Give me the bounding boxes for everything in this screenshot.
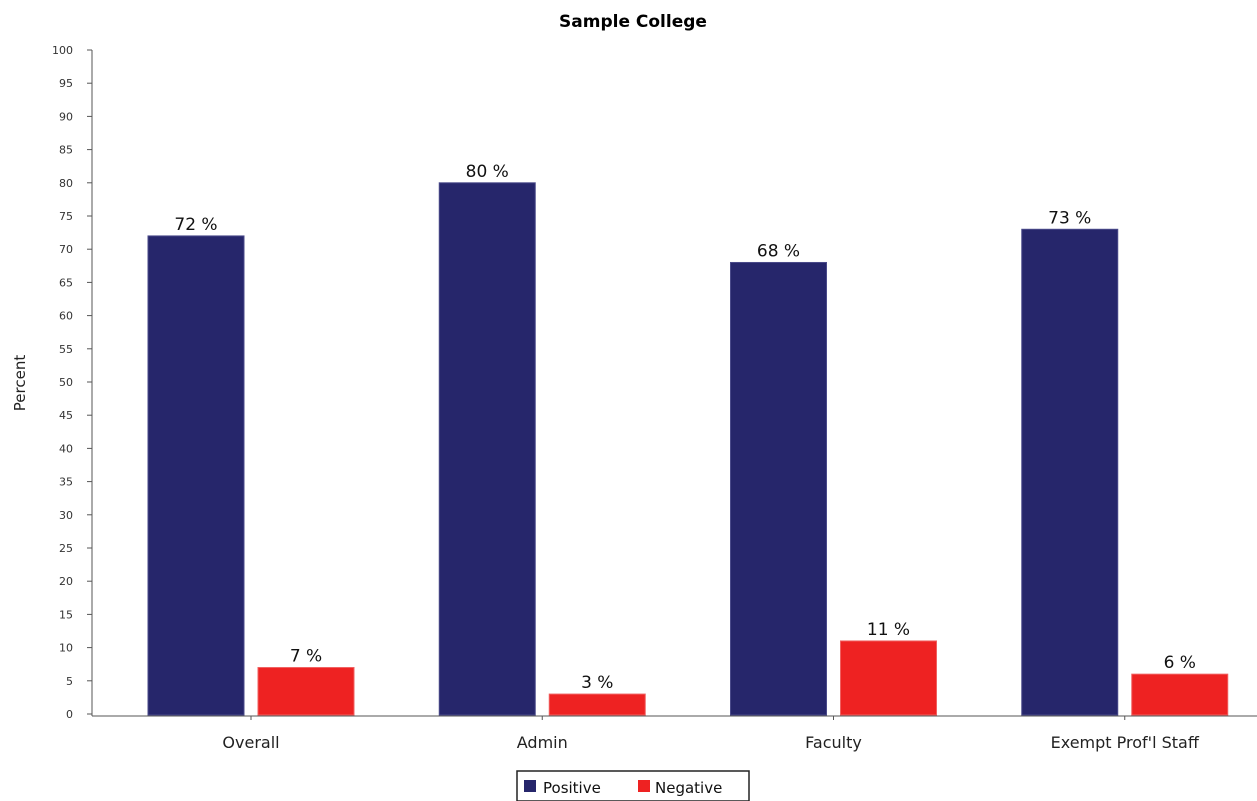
x-tick-label: Admin (517, 733, 568, 752)
y-tick-label: 65 (59, 276, 73, 289)
bar-negative (548, 693, 646, 716)
y-tick-label: 45 (59, 409, 73, 422)
y-tick-label: 5 (66, 675, 73, 688)
chart-title: Sample College (559, 12, 707, 32)
y-tick-label: 25 (59, 542, 73, 555)
data-label: 3 % (581, 673, 613, 693)
y-tick-label: 20 (59, 575, 73, 588)
x-tick-label: Overall (222, 733, 279, 752)
y-tick-label: 60 (59, 310, 73, 323)
bars (147, 182, 1229, 716)
bar-positive (147, 235, 245, 716)
legend-label-negative: Negative (655, 779, 722, 797)
legend: Positive Negative (516, 770, 750, 801)
data-label: 11 % (867, 620, 910, 640)
bar-positive (730, 261, 827, 716)
y-tick-label: 90 (59, 110, 73, 123)
y-tick-label: 15 (59, 608, 73, 621)
y-tick-label: 30 (59, 509, 73, 522)
data-label: 72 % (174, 215, 217, 235)
y-tick-label: 100 (52, 44, 73, 57)
x-axis-ticks: Overall Admin Faculty Exempt Prof'l Staff (222, 716, 1200, 752)
y-tick-label: 95 (59, 77, 73, 90)
y-tick-label: 75 (59, 210, 73, 223)
y-tick-label: 80 (59, 177, 73, 190)
y-tick-label: 10 (59, 642, 73, 655)
y-tick-label: 55 (59, 343, 73, 356)
bar-negative (257, 667, 355, 716)
y-tick-label: 35 (59, 476, 73, 489)
legend-swatch-negative (638, 780, 650, 792)
y-tick-label: 85 (59, 144, 73, 157)
y-axis-label: Percent (11, 355, 29, 412)
data-label: 7 % (290, 647, 322, 667)
bar-negative (840, 640, 937, 716)
bar-positive (1021, 228, 1119, 716)
data-label: 73 % (1048, 208, 1091, 228)
data-label: 68 % (757, 241, 800, 261)
y-tick-label: 70 (59, 243, 73, 256)
y-tick-label: 0 (66, 708, 73, 721)
data-label: 80 % (466, 162, 509, 182)
x-tick-label: Exempt Prof'l Staff (1051, 733, 1200, 752)
x-tick-label: Faculty (805, 733, 862, 752)
data-labels: 72 % 80 % 68 % 73 % 7 % 3 % 11 % 6 % (174, 162, 1196, 693)
y-axis-ticks: 0 5 10 15 20 25 30 35 40 45 50 55 60 65 70 75 80 85 90 95 10… (52, 44, 92, 721)
data-label: 6 % (1164, 653, 1196, 673)
y-tick-label: 40 (59, 442, 73, 455)
y-tick-label: 50 (59, 376, 73, 389)
legend-swatch-positive (524, 780, 536, 792)
legend-box (516, 770, 750, 801)
legend-label-positive: Positive (543, 779, 601, 797)
bar-negative (1131, 673, 1229, 716)
bar-positive (438, 182, 536, 716)
